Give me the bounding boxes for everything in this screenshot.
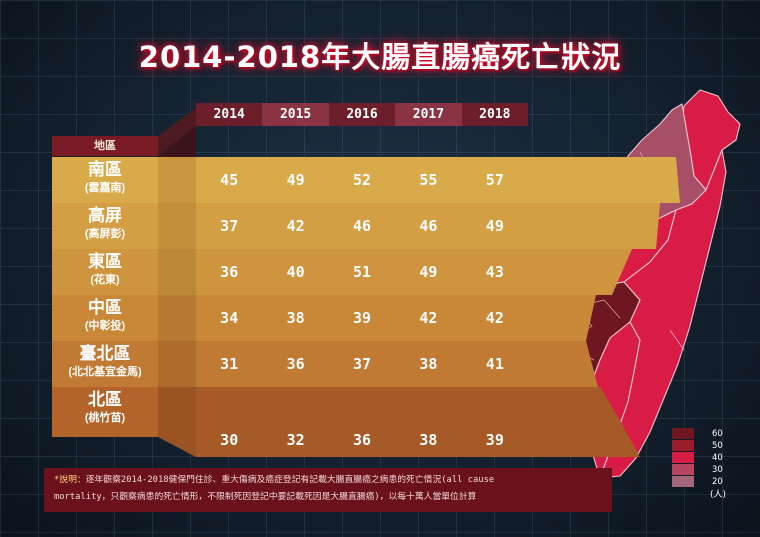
region-header: 地區 — [52, 136, 158, 156]
value-cell: 31 — [220, 355, 239, 373]
value-cell: 39 — [485, 431, 504, 449]
region-sub: (桃竹苗) — [84, 412, 126, 424]
value-cell: 41 — [485, 355, 504, 373]
row-band — [196, 157, 680, 203]
row-values: 36 40 51 49 43 — [196, 249, 528, 295]
year-2014: 2014 — [196, 103, 263, 126]
year-2015: 2015 — [262, 103, 329, 126]
value-cell: 42 — [419, 309, 438, 327]
footnote-star: *說明： — [54, 475, 86, 485]
value-cell: 32 — [286, 431, 305, 449]
row-label: 東區 (花東) — [52, 249, 158, 295]
chart-title: 2014-2018年大腸直腸癌死亡狀況 — [138, 40, 622, 74]
year-2018: 2018 — [461, 103, 529, 126]
legend-label: 60 — [712, 429, 723, 439]
region-name: 高屏 — [88, 206, 122, 225]
footnote-line-1: *說明：逐年觀察2014-2018健保門住診、重大傷病及癌症登記有記載大腸直腸癌… — [54, 472, 602, 489]
row-label: 北區 (桃竹苗) — [52, 387, 158, 437]
value-cell: 55 — [419, 171, 438, 189]
value-cell: 43 — [485, 263, 504, 281]
value-cell: 37 — [352, 355, 372, 373]
value-cell: 38 — [419, 355, 438, 373]
table-row: 南區 (雲嘉南) 45 49 52 55 57 — [52, 157, 680, 203]
value-cell: 34 — [220, 309, 239, 327]
row-values: 31 36 37 38 41 — [196, 341, 528, 387]
value-cell: 36 — [220, 263, 239, 281]
value-cell: 39 — [352, 309, 372, 327]
row-label: 高屏 (高屏彭) — [52, 203, 158, 249]
row-values: 34 38 39 42 42 — [196, 295, 528, 341]
row-values: 45 49 52 55 57 — [196, 157, 528, 203]
table-row: 高屏 (高屏彭) 37 42 46 46 49 — [52, 203, 680, 249]
value-cell: 49 — [286, 171, 305, 189]
region-sub: (花東) — [90, 274, 120, 286]
legend-label: 50 — [712, 441, 723, 451]
value-cell: 45 — [220, 171, 239, 189]
table-row: 臺北區 (北北基宜金馬) 31 36 37 38 41 — [52, 341, 680, 387]
value-cell: 49 — [485, 217, 504, 235]
value-cell: 30 — [220, 431, 239, 449]
value-cell: 51 — [352, 263, 372, 281]
region-sub: (高屏彭) — [84, 228, 126, 240]
legend-swatch-40 — [672, 452, 694, 463]
legend-swatch-50 — [672, 440, 694, 451]
value-cell: 46 — [352, 217, 372, 235]
value-cell: 38 — [419, 431, 438, 449]
region-name: 臺北區 — [79, 344, 131, 363]
year-2016: 2016 — [328, 103, 396, 126]
value-cell: 49 — [419, 263, 438, 281]
value-cell: 36 — [352, 431, 372, 449]
row-label: 中區 (中彰投) — [52, 295, 158, 341]
year-2017: 2017 — [395, 103, 462, 126]
value-cell: 52 — [352, 171, 372, 189]
row-label: 臺北區 (北北基宜金馬) — [52, 341, 158, 387]
value-cell: 42 — [485, 309, 504, 327]
legend-swatch-60 — [672, 428, 694, 439]
row-connector — [158, 157, 196, 203]
footnote: *說明：逐年觀察2014-2018健保門住診、重大傷病及癌症登記有記載大腸直腸癌… — [44, 468, 612, 512]
table-row: 中區 (中彰投) 34 38 39 42 42 — [52, 295, 680, 341]
value-cell: 40 — [286, 263, 305, 281]
region-name: 中區 — [88, 298, 122, 317]
footnote-line-2: mortality，只觀察病患的死亡情形，不限制死因登記中要記載死因是大腸直腸癌… — [54, 492, 477, 502]
legend-label: 20 — [712, 477, 723, 487]
region-name: 南區 — [88, 160, 122, 179]
region-name: 東區 — [88, 252, 122, 271]
region-sub: (北北基宜金馬) — [68, 366, 142, 378]
value-cell: 37 — [220, 217, 239, 235]
value-cell: 36 — [286, 355, 305, 373]
row-label: 南區 (雲嘉南) — [52, 157, 158, 203]
value-cell: 57 — [485, 171, 504, 189]
legend-label: 40 — [712, 453, 723, 463]
table-row: 北區 (桃竹苗) 30 32 36 38 39 — [52, 387, 680, 457]
region-name: 北區 — [88, 390, 122, 409]
value-cell: 46 — [419, 217, 438, 235]
legend-unit: (人) — [710, 490, 727, 500]
value-cell: 42 — [286, 217, 305, 235]
region-sub: (雲嘉南) — [84, 182, 126, 194]
footnote-text-1: 逐年觀察2014-2018健保門住診、重大傷病及癌症登記有記載大腸直腸癌之病患的… — [85, 475, 495, 485]
row-label-bg — [52, 157, 158, 203]
year-header: 2014 2015 2016 2017 2018 — [196, 103, 529, 126]
region-sub: (中彰投) — [84, 320, 126, 332]
row-values: 30 32 36 38 39 — [196, 417, 528, 463]
row-values: 37 42 46 46 49 — [196, 203, 528, 249]
legend-swatch-20 — [672, 476, 694, 487]
legend-swatch-30 — [672, 464, 694, 475]
value-cell: 38 — [286, 309, 305, 327]
legend-label: 30 — [712, 465, 723, 475]
table-row: 東區 (花東) 36 40 51 49 43 — [52, 249, 680, 295]
